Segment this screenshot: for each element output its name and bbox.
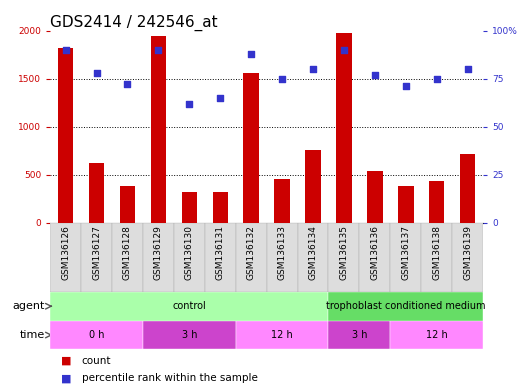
Text: 12 h: 12 h — [271, 330, 293, 340]
Text: GSM136134: GSM136134 — [308, 225, 317, 280]
Text: count: count — [82, 356, 111, 366]
FancyBboxPatch shape — [50, 321, 143, 349]
FancyBboxPatch shape — [50, 223, 81, 292]
Text: GSM136131: GSM136131 — [216, 225, 225, 280]
Text: ■: ■ — [61, 373, 71, 383]
FancyBboxPatch shape — [298, 223, 328, 292]
Text: GSM136133: GSM136133 — [278, 225, 287, 280]
Bar — [120, 186, 135, 223]
Text: GSM136136: GSM136136 — [370, 225, 380, 280]
Point — [92, 70, 101, 76]
Text: GSM136139: GSM136139 — [463, 225, 472, 280]
Bar — [150, 36, 166, 223]
Bar — [89, 163, 105, 223]
Point — [371, 72, 379, 78]
Point — [154, 47, 163, 53]
Point — [278, 76, 286, 82]
Text: 12 h: 12 h — [426, 330, 448, 340]
FancyBboxPatch shape — [235, 321, 328, 349]
Text: time: time — [20, 330, 45, 340]
FancyBboxPatch shape — [267, 223, 298, 292]
FancyBboxPatch shape — [328, 321, 390, 349]
Bar — [367, 171, 383, 223]
FancyBboxPatch shape — [235, 223, 267, 292]
FancyBboxPatch shape — [205, 223, 235, 292]
FancyBboxPatch shape — [143, 321, 235, 349]
Bar — [398, 186, 413, 223]
FancyBboxPatch shape — [421, 223, 452, 292]
Text: 3 h: 3 h — [182, 330, 197, 340]
FancyBboxPatch shape — [452, 223, 483, 292]
Text: GSM136126: GSM136126 — [61, 225, 70, 280]
Point — [432, 76, 441, 82]
Point — [340, 47, 348, 53]
Point — [309, 66, 317, 72]
Bar — [336, 33, 352, 223]
Text: percentile rank within the sample: percentile rank within the sample — [82, 373, 258, 383]
FancyBboxPatch shape — [360, 223, 390, 292]
Bar — [275, 179, 290, 223]
Bar — [182, 192, 197, 223]
Point — [61, 47, 70, 53]
FancyBboxPatch shape — [390, 321, 483, 349]
Point — [464, 66, 472, 72]
Text: trophoblast conditioned medium: trophoblast conditioned medium — [326, 301, 486, 311]
Point — [185, 101, 194, 107]
Text: agent: agent — [13, 301, 45, 311]
Text: GSM136138: GSM136138 — [432, 225, 441, 280]
FancyBboxPatch shape — [174, 223, 205, 292]
FancyBboxPatch shape — [143, 223, 174, 292]
Text: GDS2414 / 242546_at: GDS2414 / 242546_at — [50, 15, 218, 31]
FancyBboxPatch shape — [390, 223, 421, 292]
Point — [402, 83, 410, 89]
Bar — [243, 73, 259, 223]
FancyBboxPatch shape — [81, 223, 112, 292]
FancyBboxPatch shape — [328, 223, 360, 292]
Bar — [305, 150, 321, 223]
Text: control: control — [173, 301, 206, 311]
Text: ■: ■ — [61, 356, 71, 366]
Point — [247, 51, 256, 57]
Text: GSM136127: GSM136127 — [92, 225, 101, 280]
Text: GSM136137: GSM136137 — [401, 225, 410, 280]
Point — [123, 81, 131, 88]
Text: 0 h: 0 h — [89, 330, 105, 340]
FancyBboxPatch shape — [112, 223, 143, 292]
Bar — [460, 154, 475, 223]
Text: GSM136135: GSM136135 — [340, 225, 348, 280]
Text: GSM136128: GSM136128 — [123, 225, 132, 280]
FancyBboxPatch shape — [50, 292, 328, 321]
Text: GSM136130: GSM136130 — [185, 225, 194, 280]
Text: 3 h: 3 h — [352, 330, 367, 340]
Text: GSM136129: GSM136129 — [154, 225, 163, 280]
Bar — [212, 192, 228, 223]
Point — [216, 95, 224, 101]
Bar — [429, 182, 445, 223]
Text: GSM136132: GSM136132 — [247, 225, 256, 280]
Bar — [58, 48, 73, 223]
FancyBboxPatch shape — [328, 292, 483, 321]
